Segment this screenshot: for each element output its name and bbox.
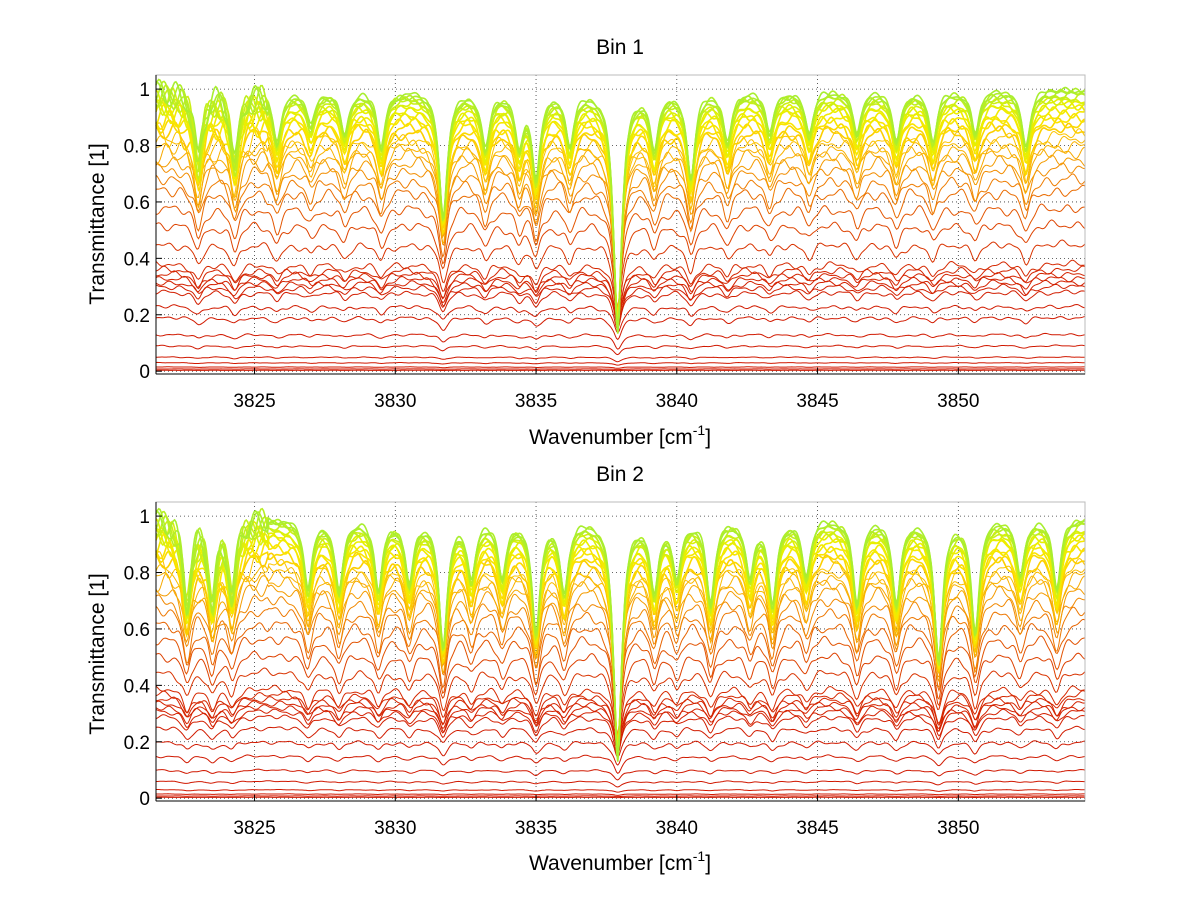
chart-title: Bin 2 — [596, 463, 644, 486]
x-tick-label: 3840 — [656, 818, 698, 839]
x-axis-label-superscript: -1 — [693, 422, 706, 438]
series-line — [155, 684, 1086, 747]
y-tick-label: 1 — [139, 507, 150, 528]
x-tick-label: 3845 — [796, 818, 838, 839]
y-tick-label: 0.2 — [124, 733, 150, 754]
chart-panel-bin-1: Bin 1 3825 3830 3835 3840 3845 3850 0 0.2 0.4 0.… — [86, 36, 1086, 449]
y-tick-label: 0.6 — [124, 620, 150, 641]
y-axis-label: Transmittance [1] — [86, 573, 109, 734]
y-tick-label: 0.8 — [124, 564, 150, 585]
series-line — [155, 303, 1086, 334]
x-tick-label: 3825 — [233, 818, 275, 839]
x-tick-label: 3830 — [374, 391, 416, 412]
series-line — [156, 793, 1086, 796]
series-line — [155, 80, 1086, 334]
series-line — [155, 740, 1086, 766]
series-line — [156, 789, 1085, 793]
series-line — [156, 780, 1085, 788]
x-axis-label-close: ] — [705, 426, 711, 449]
series-line — [155, 315, 1086, 341]
series-group — [155, 507, 1086, 799]
x-tick-label: 3835 — [515, 818, 557, 839]
y-axis-ticks: 0 0.2 0.4 0.6 0.8 1 — [124, 80, 162, 383]
y-axis-label: Transmittance [1] — [86, 143, 109, 304]
y-tick-label: 0.4 — [124, 249, 151, 270]
chart-title: Bin 1 — [596, 36, 644, 59]
x-axis-label: Wavenumber [cm-1] — [529, 422, 711, 449]
x-axis-label: Wavenumber [cm-1] — [529, 848, 711, 875]
y-tick-label: 0 — [139, 362, 150, 383]
chart-panel-bin-2: Bin 2 3825 3830 3835 3840 3845 3850 0 0.2 0.4 0.… — [86, 463, 1086, 875]
series-line — [155, 332, 1086, 350]
series-line — [155, 279, 1086, 329]
series-line — [155, 361, 1085, 366]
series-line — [155, 754, 1086, 775]
x-tick-label: 3850 — [937, 818, 979, 839]
x-axis-ticks: 3825 3830 3835 3840 3845 3850 — [233, 368, 979, 412]
y-tick-label: 0 — [139, 789, 150, 810]
y-tick-label: 0.2 — [124, 306, 150, 327]
x-tick-label: 3850 — [937, 391, 979, 412]
y-axis-ticks: 0 0.2 0.4 0.6 0.8 1 — [124, 507, 162, 810]
x-tick-label: 3830 — [374, 818, 416, 839]
series-line — [155, 344, 1086, 356]
y-tick-label: 0.4 — [124, 676, 151, 697]
series-line — [155, 725, 1086, 759]
x-axis-label-base: Wavenumber [cm — [529, 852, 693, 875]
x-axis-ticks: 3825 3830 3835 3840 3845 3850 — [233, 795, 979, 839]
series-line — [155, 768, 1086, 781]
series-line — [155, 704, 1086, 755]
y-tick-label: 1 — [139, 80, 150, 101]
series-line — [155, 795, 1086, 798]
x-tick-label: 3840 — [656, 391, 698, 412]
x-tick-label: 3835 — [515, 391, 557, 412]
series-line — [155, 356, 1085, 363]
series-line — [155, 259, 1086, 320]
x-tick-label: 3845 — [796, 391, 838, 412]
series-line — [156, 366, 1086, 369]
x-axis-label-base: Wavenumber [cm — [529, 426, 693, 449]
y-tick-label: 0.6 — [124, 193, 150, 214]
x-tick-label: 3825 — [233, 391, 275, 412]
x-axis-label-close: ] — [705, 852, 711, 875]
x-axis-label-superscript: -1 — [693, 848, 706, 864]
y-tick-label: 0.8 — [124, 137, 150, 158]
series-group — [155, 78, 1086, 372]
series-line — [155, 368, 1086, 371]
series-line — [155, 509, 1086, 762]
